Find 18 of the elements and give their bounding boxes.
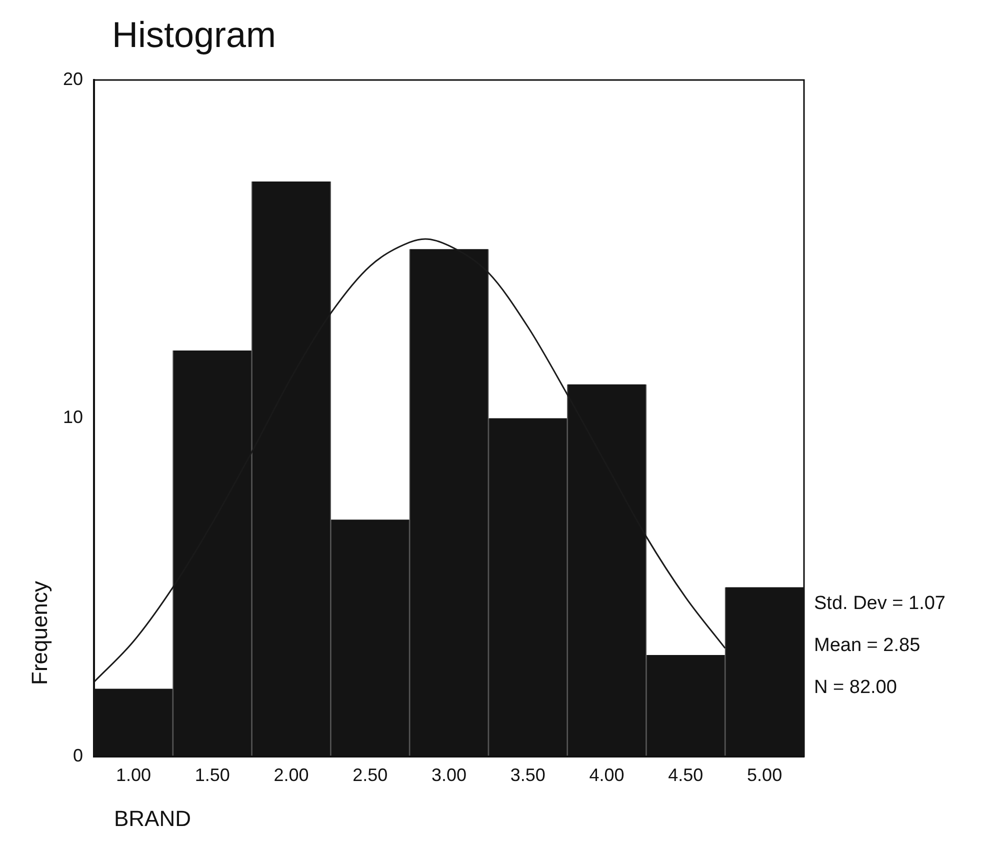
x-tick-label: 2.50 — [352, 765, 388, 786]
x-tick-label: 4.00 — [589, 765, 624, 786]
x-tick-label: 1.00 — [116, 765, 151, 786]
y-tick-label: 10 — [62, 407, 84, 428]
x-axis-title: BRAND — [114, 806, 192, 832]
x-tick-label: 4.50 — [668, 765, 704, 786]
x-tick-label: 3.00 — [431, 765, 467, 786]
x-tick-label: 1.50 — [194, 765, 230, 786]
x-tick-label: 3.50 — [510, 765, 546, 786]
text: N = 82.00 — [814, 676, 898, 700]
x-tick-label: 5.00 — [747, 765, 782, 786]
y-tick-label: 0 — [73, 745, 84, 766]
text: Mean = 2.85 — [814, 634, 922, 658]
text: Std. Dev = 1.07 — [814, 592, 946, 616]
x-tick-label: 2.00 — [274, 765, 309, 786]
y-tick-label: 20 — [62, 68, 84, 89]
y-axis-title: Frequency — [27, 580, 53, 687]
chart-title: Histogram — [112, 14, 276, 56]
